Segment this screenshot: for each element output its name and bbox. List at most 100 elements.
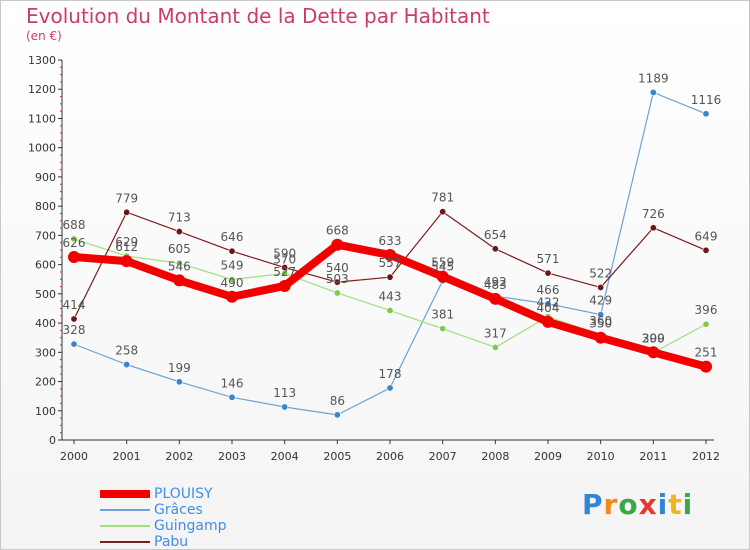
legend-item: Guingamp — [100, 518, 226, 534]
data-label: 605 — [168, 242, 191, 256]
data-label: 328 — [63, 323, 86, 337]
data-label: 146 — [221, 376, 244, 390]
x-tick-label: 2005 — [323, 450, 351, 463]
data-label: 113 — [273, 386, 296, 400]
y-tick-label: 300 — [35, 346, 56, 359]
data-label: 646 — [221, 230, 244, 244]
logo-letter: r — [603, 488, 619, 521]
x-tick-label: 2002 — [165, 450, 193, 463]
data-point — [70, 340, 78, 348]
data-label: 726 — [642, 207, 665, 221]
data-point — [333, 278, 341, 286]
data-label: 633 — [379, 234, 402, 248]
data-label: 545 — [431, 260, 454, 274]
legend-swatch — [100, 541, 150, 543]
data-label: 688 — [63, 218, 86, 232]
data-point — [386, 273, 394, 281]
x-tick-label: 2004 — [271, 450, 299, 463]
data-point — [175, 259, 183, 267]
data-label: 299 — [642, 332, 665, 346]
data-point — [333, 411, 341, 419]
chart-subtitle: (en €) — [26, 29, 62, 43]
data-point — [123, 361, 131, 369]
y-tick-label: 0 — [49, 434, 56, 447]
x-tick-label: 2003 — [218, 450, 246, 463]
data-point — [384, 248, 396, 261]
data-label: 199 — [168, 361, 191, 375]
data-point — [491, 343, 499, 351]
data-point — [649, 224, 657, 232]
data-label: 381 — [431, 308, 454, 322]
data-point — [649, 88, 657, 96]
data-label: 429 — [589, 294, 612, 308]
y-tick-label: 600 — [35, 259, 56, 272]
data-point — [597, 311, 605, 319]
y-tick-label: 100 — [35, 405, 56, 418]
data-point — [439, 325, 447, 333]
proxiti-logo: Proxiti — [582, 488, 693, 521]
data-point — [491, 245, 499, 253]
legend-label: PLOUISY — [154, 486, 213, 502]
legend-swatch — [100, 490, 150, 498]
data-point — [281, 264, 289, 272]
data-label: 466 — [537, 283, 560, 297]
data-label: 522 — [589, 266, 612, 280]
logo-letter: x — [638, 488, 658, 521]
data-label: 527 — [273, 265, 296, 279]
y-tick-label: 1200 — [28, 83, 56, 96]
data-label: 557 — [379, 256, 402, 270]
x-tick-label: 2009 — [534, 450, 562, 463]
data-point — [700, 360, 712, 373]
x-tick-label: 2000 — [60, 450, 88, 463]
data-point — [228, 276, 236, 284]
data-point — [120, 255, 133, 268]
data-label: 414 — [63, 298, 86, 312]
data-label: 443 — [379, 290, 402, 304]
data-label: 178 — [379, 367, 402, 381]
data-label: 540 — [326, 261, 349, 275]
x-tick-label: 2012 — [692, 450, 720, 463]
data-label: 654 — [484, 228, 507, 242]
legend-item: PLOUISY — [100, 486, 226, 502]
data-point — [439, 208, 447, 216]
x-tick-label: 2010 — [587, 450, 615, 463]
data-label: 713 — [168, 211, 191, 225]
data-point — [175, 228, 183, 236]
data-label: 571 — [537, 252, 560, 266]
chart-legend: PLOUISY Grâces Guingamp Pabu — [100, 486, 226, 550]
data-label: 422 — [537, 296, 560, 310]
data-point — [594, 331, 607, 344]
legend-swatch — [100, 525, 150, 527]
data-label: 546 — [168, 259, 191, 273]
data-label: 590 — [273, 247, 296, 261]
y-tick-label: 1000 — [28, 142, 56, 155]
y-tick-label: 500 — [35, 288, 56, 301]
data-label: 1189 — [638, 71, 669, 85]
y-tick-label: 200 — [35, 376, 56, 389]
data-point — [68, 251, 80, 264]
data-label: 251 — [695, 346, 718, 360]
legend-label: Grâces — [154, 502, 203, 518]
data-point — [333, 289, 341, 297]
logo-letter: t — [668, 488, 683, 521]
data-label: 570 — [273, 252, 296, 266]
data-point — [281, 403, 289, 411]
data-point — [489, 292, 502, 305]
legend-label: Pabu — [154, 534, 189, 550]
data-point — [175, 378, 183, 386]
data-point — [597, 283, 605, 291]
data-label: 396 — [695, 303, 718, 317]
logo-letter: i — [682, 488, 694, 521]
legend-item: Grâces — [100, 502, 226, 518]
data-label: 503 — [326, 272, 349, 286]
legend-item: Pabu — [100, 534, 226, 550]
x-tick-label: 2008 — [481, 450, 509, 463]
data-point — [278, 279, 291, 292]
logo-letter: o — [618, 488, 639, 521]
data-point — [173, 274, 186, 287]
data-label: 779 — [115, 191, 138, 205]
data-point — [647, 346, 660, 359]
y-tick-label: 400 — [35, 317, 56, 330]
